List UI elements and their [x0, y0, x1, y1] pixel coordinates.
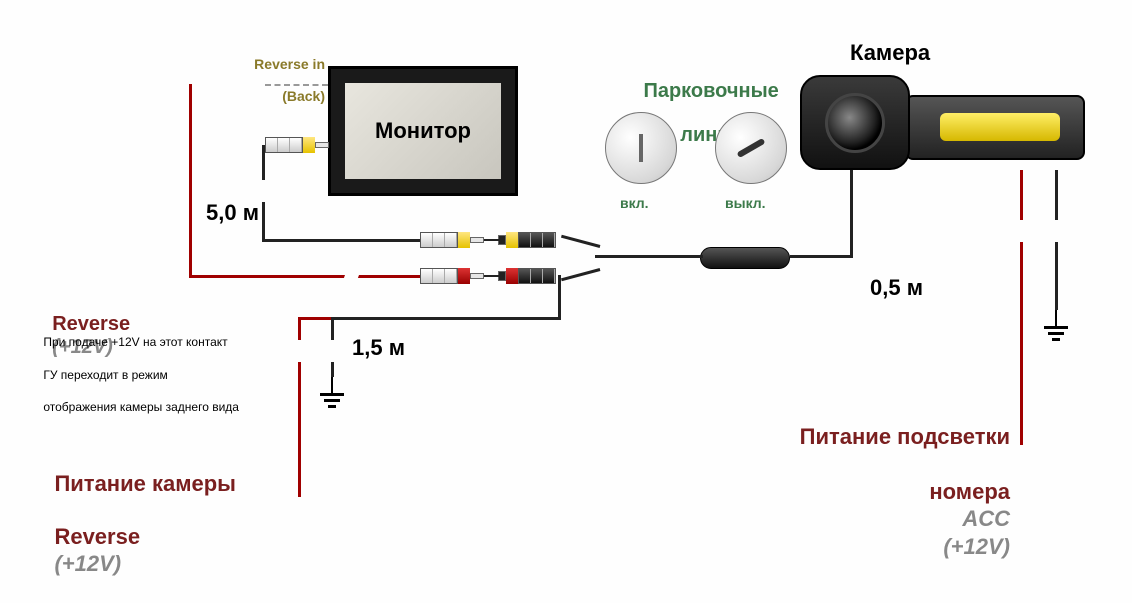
monitor-screen: Монитор: [345, 83, 501, 179]
camera-lens: [825, 93, 885, 153]
ground-plate-power: [1044, 326, 1068, 346]
rca-red-gap: [484, 275, 501, 277]
length-pigtail: 0,5 м: [870, 275, 923, 301]
dial-on: [605, 112, 677, 184]
camera-assembly: [790, 75, 1080, 170]
camera-power-line2a: Reverse: [54, 524, 140, 549]
plate-power-line1: Питание подсветки: [800, 424, 1010, 449]
plate-power-line2a: номера: [929, 479, 1010, 504]
reverse-in-wire-h: [265, 84, 328, 86]
monitor: Монитор: [328, 66, 518, 196]
rca-male-yellow-bus: [420, 232, 484, 248]
junction-lower: [561, 268, 600, 281]
cut-1p5m: [288, 340, 310, 362]
ground-camera-power: [320, 393, 344, 413]
parking-lines-title-1: Парковочные: [643, 80, 778, 102]
plate-power-line2b: ACC: [962, 506, 1010, 531]
plate-power-label: Питание подсветки номера ACC (+12V): [750, 395, 1010, 588]
power-tail-red-h: [298, 317, 331, 320]
reverse-in-line1: Reverse in: [254, 56, 325, 72]
rca-yellow-gap: [484, 239, 501, 241]
camera-pigtail-left: [790, 255, 853, 258]
camera-cable-to-junction: [595, 255, 703, 258]
reverse-note-1: При подаче +12V на этот контакт: [43, 335, 227, 349]
camera-inline-connector: [700, 247, 790, 269]
reverse-note-2: ГУ переходит в режим: [43, 368, 167, 382]
rca-female-red: [498, 268, 556, 284]
license-plate-light-lens: [940, 113, 1060, 141]
monitor-label: Монитор: [375, 118, 471, 144]
plate-power-line2c: (+12V): [943, 534, 1010, 559]
rca-male-yellow-monitor: [265, 137, 329, 153]
reverse-trigger-note: При подаче +12V на этот контакт ГУ перех…: [30, 318, 239, 431]
dial-on-label: вкл.: [620, 195, 649, 211]
cut-plate-black: [1045, 220, 1067, 242]
camera-power-line1: Питание камеры: [54, 471, 236, 496]
dial-off: [715, 112, 787, 184]
cut-plate-red: [1010, 220, 1032, 242]
reverse-note-3: отображения камеры заднего вида: [43, 400, 239, 414]
reverse-in-label: Reverse in (Back): [235, 40, 325, 120]
rca-male-red-bus: [420, 268, 484, 284]
cut-1p5m-b: [321, 340, 343, 362]
camera-power-label: Питание камеры Reverse (+12V): [30, 445, 236, 603]
dial-off-label: выкл.: [725, 195, 766, 211]
junction-upper: [561, 235, 600, 248]
reverse-trigger-v: [189, 84, 192, 278]
reverse-trigger-h: [189, 275, 420, 278]
length-1p5m: 1,5 м: [352, 335, 405, 361]
length-5m: 5,0 м: [206, 200, 259, 226]
reverse-in-line2: (Back): [282, 88, 325, 104]
power-tail-stub-h: [331, 317, 561, 320]
camera-title: Камера: [850, 40, 930, 66]
power-tail-stub-v: [558, 275, 561, 320]
plate-power-red-v: [1020, 170, 1023, 445]
rca-female-yellow: [498, 232, 556, 248]
camera-power-line2b: (+12V): [54, 551, 121, 576]
camera-pigtail-down: [850, 170, 853, 258]
video-cable-h1: [262, 239, 420, 242]
wiring-diagram: Reverse in (Back) Парковочные линии Каме…: [0, 0, 1132, 539]
cut-5m: [252, 180, 274, 202]
